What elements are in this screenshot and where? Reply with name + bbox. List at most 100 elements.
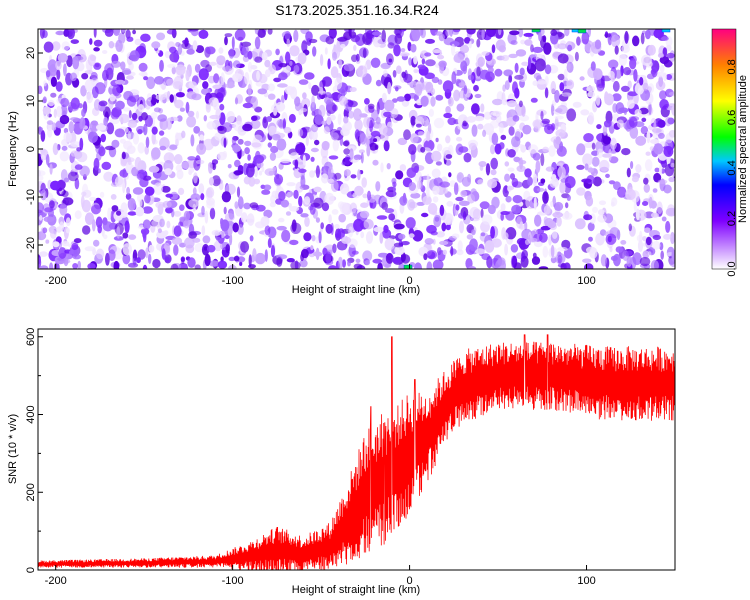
spectrogram-cell bbox=[514, 62, 519, 73]
spectrogram-cell bbox=[271, 133, 281, 141]
spectrogram-cell bbox=[278, 217, 285, 223]
spectrogram-cell bbox=[373, 226, 385, 233]
spectrogram-cell bbox=[550, 200, 554, 208]
spectrogram-cell bbox=[586, 85, 596, 93]
spectrogram-cell bbox=[301, 248, 309, 259]
spectrogram-cell bbox=[384, 237, 395, 251]
spectrogram-cell bbox=[316, 93, 322, 100]
spectrogram-cell bbox=[358, 149, 365, 154]
spectrogram-xtick-label: 100 bbox=[577, 275, 595, 287]
spectrogram-cell bbox=[544, 87, 549, 99]
spectrogram-cell bbox=[532, 80, 538, 86]
spectrogram-cell bbox=[102, 221, 113, 232]
spectrogram-cell bbox=[631, 176, 639, 183]
spectrogram-cell bbox=[476, 38, 481, 48]
spectrogram-cell bbox=[266, 116, 273, 122]
spectrogram-cell bbox=[142, 219, 151, 230]
spectrogram-cell bbox=[80, 195, 85, 208]
spectrogram-cell bbox=[127, 262, 139, 268]
spectrogram-cell bbox=[174, 154, 183, 165]
spectrogram-cell bbox=[322, 247, 328, 256]
spectrogram-cell bbox=[480, 232, 486, 237]
spectrogram-cell bbox=[660, 250, 664, 260]
spectrogram-cell bbox=[169, 46, 177, 54]
spectrogram-cell bbox=[550, 80, 557, 94]
spectrogram-cell bbox=[320, 222, 325, 230]
spectrogram-cell bbox=[503, 232, 509, 240]
spectrogram-cell bbox=[172, 81, 183, 90]
spectrogram-cell bbox=[566, 194, 571, 201]
spectrogram-cell bbox=[670, 231, 675, 245]
spectrogram-cell bbox=[587, 167, 594, 173]
spectrogram-cell bbox=[408, 233, 415, 238]
spectrogram-cell bbox=[198, 29, 209, 39]
spectrogram-cell bbox=[47, 59, 58, 73]
spectrogram-cell bbox=[639, 256, 651, 267]
spectrogram-cell bbox=[654, 167, 660, 173]
spectrogram-cell bbox=[360, 202, 369, 208]
spectrogram-cell bbox=[435, 137, 439, 143]
spectrogram-cell bbox=[572, 101, 582, 108]
spectrogram-cell bbox=[107, 207, 112, 221]
spectrogram-cell bbox=[196, 143, 207, 155]
spectrogram-cell bbox=[543, 216, 549, 225]
spectrogram-cell bbox=[642, 250, 650, 259]
spectrogram-cell bbox=[608, 148, 612, 161]
spectrogram-cell bbox=[315, 165, 320, 179]
spectrogram-cell bbox=[443, 112, 453, 119]
spectrogram-cell bbox=[221, 191, 232, 203]
spectrogram-cell bbox=[325, 99, 332, 110]
spectrogram-cell bbox=[634, 82, 645, 95]
spectrogram-cell bbox=[181, 257, 185, 265]
spectrogram-cell bbox=[209, 114, 220, 120]
spectrogram-cell bbox=[39, 29, 45, 39]
spectrogram-cell bbox=[446, 200, 454, 207]
spectrogram-cell bbox=[242, 123, 253, 132]
spectrogram-cell bbox=[128, 110, 132, 119]
spectrogram-cell bbox=[534, 58, 546, 72]
spectrogram-cell bbox=[431, 76, 440, 84]
spectrogram-cell bbox=[422, 195, 432, 205]
spectrogram-cell bbox=[561, 212, 573, 220]
spectrogram-cell bbox=[372, 36, 382, 48]
spectrogram-cell bbox=[59, 203, 68, 216]
snr-frame bbox=[37, 328, 676, 571]
spectrogram-cell bbox=[615, 102, 625, 115]
spectrogram-cell bbox=[151, 132, 156, 145]
spectrogram-cell bbox=[88, 131, 98, 144]
spectrogram-cell bbox=[166, 29, 177, 35]
spectrogram-cell bbox=[208, 177, 214, 186]
spectrogram-cell bbox=[220, 256, 224, 263]
spectrogram-cell bbox=[538, 31, 542, 42]
spectrogram-cell bbox=[417, 131, 425, 136]
spectrogram-cell bbox=[223, 137, 227, 148]
spectrogram-cell bbox=[431, 150, 442, 162]
spectrogram-cell bbox=[504, 80, 510, 90]
spectrogram-cell bbox=[466, 234, 474, 240]
spectrogram-cell bbox=[555, 136, 561, 145]
spectrogram-cell bbox=[635, 208, 640, 221]
spectrogram-cell bbox=[652, 234, 661, 241]
spectrogram-cell bbox=[43, 216, 55, 223]
spectrogram-cell bbox=[302, 92, 307, 100]
spectrogram-cell bbox=[554, 117, 559, 130]
spectrogram-cell bbox=[528, 237, 538, 243]
spectrogram-cell bbox=[136, 169, 145, 181]
spectrogram-cell bbox=[187, 110, 195, 117]
spectrogram-cell bbox=[456, 136, 463, 142]
spectrogram-cell bbox=[108, 99, 114, 110]
spectrogram-cell bbox=[611, 93, 622, 102]
spectrogram-cell bbox=[204, 210, 209, 224]
spectrogram-cell bbox=[629, 125, 639, 139]
spectrogram-cell bbox=[589, 247, 598, 259]
spectrogram-cell bbox=[637, 239, 644, 252]
spectrogram-cell bbox=[372, 31, 382, 36]
spectrogram-cell bbox=[339, 136, 344, 146]
spectrogram-cell bbox=[73, 238, 82, 244]
spectrogram-cell bbox=[302, 154, 306, 166]
spectrogram-cell bbox=[234, 201, 239, 209]
spectrogram-cell bbox=[114, 176, 125, 188]
spectrogram-cell bbox=[93, 157, 100, 171]
spectrogram-cell bbox=[456, 249, 464, 256]
spectrogram-ylabel: Frequency (Hz) bbox=[7, 111, 19, 187]
